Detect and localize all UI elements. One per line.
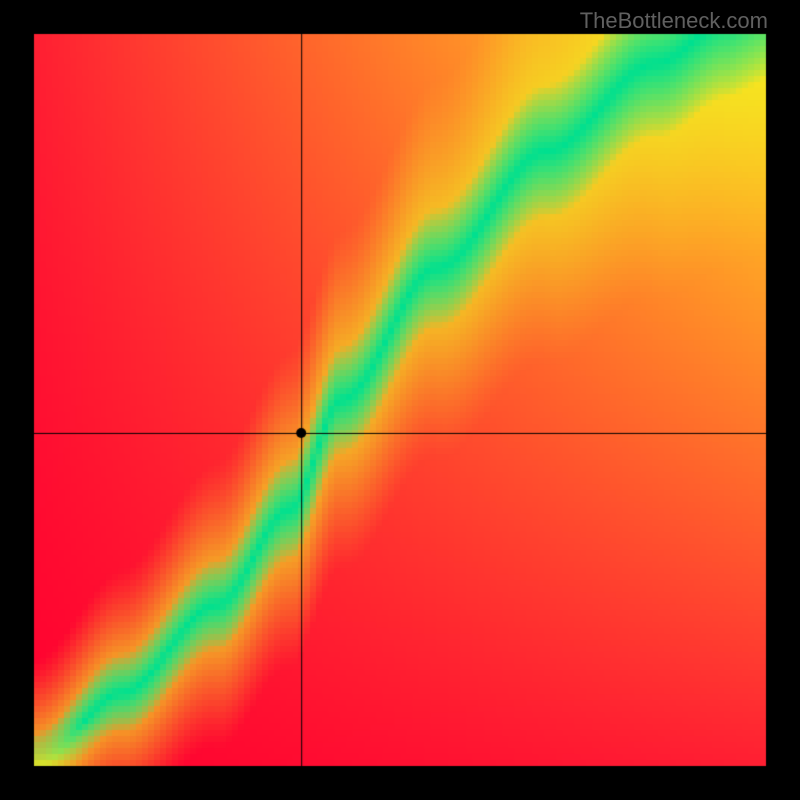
watermark-text: TheBottleneck.com <box>580 8 768 34</box>
bottleneck-heatmap <box>0 0 800 800</box>
